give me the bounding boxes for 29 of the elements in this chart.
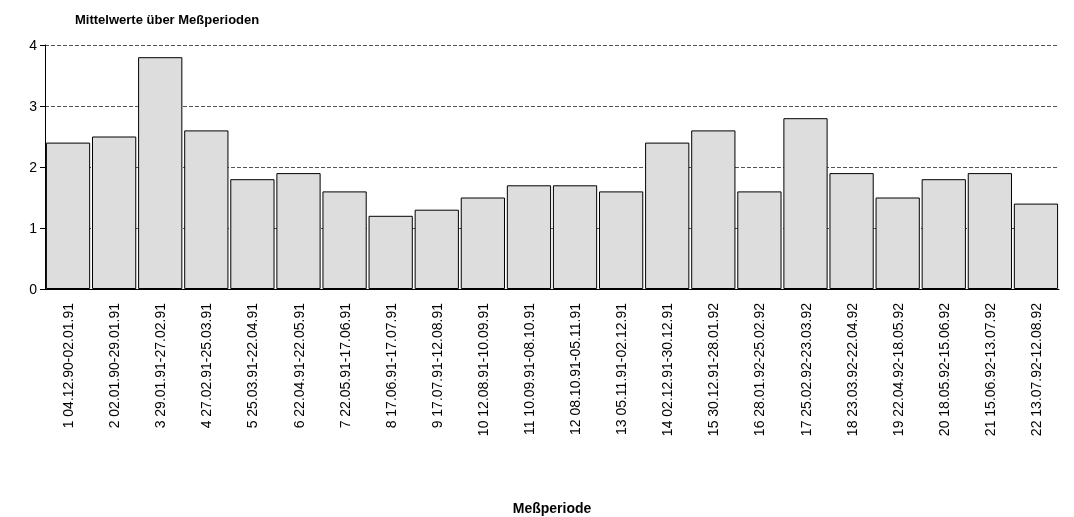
x-tick-label: 12 08.10.91-05.11.91 [567,302,584,436]
x-tick-label: 4 27.02.91-25.03.91 [198,302,215,429]
x-tick-label: 18 23.03.92-22.04.92 [843,302,860,437]
y-tick-label: 1 [29,220,38,236]
x-tick-label: 5 25.03.91-22.04.91 [244,302,261,429]
x-tick-label: 9 17.07.91-12.08.91 [428,302,445,429]
x-tick-label: 2 02.01.90-29.01.91 [106,302,123,429]
x-tick-label: 13 05.11.91-02.12.91 [613,302,630,436]
x-tick-label: 1 04.12.90-02.01.91 [60,302,77,429]
x-tick-label: 21 15.06.92-13.07.92 [981,302,998,437]
x-axis-title: Meßperiode [512,500,592,516]
y-tick-label: 2 [29,159,38,175]
x-tick-label: 6 22.04.91-22.05.91 [290,302,307,429]
x-tick-label: 3 29.01.91-27.02.91 [152,302,169,429]
x-tick-label: 20 18.05.92-15.06.92 [935,302,952,437]
x-tick-label: 15 30.12.91-28.01.92 [705,302,722,437]
x-tick-label: 14 02.12.91-30.12.91 [659,302,676,437]
x-tick-label: 7 22.05.91-17.06.91 [336,302,353,429]
x-tick-label: 11 10.09.91-08.10.91 [520,302,537,436]
x-tick-label: 8 17.06.91-17.07.91 [382,302,399,429]
x-tick-label: 22 13.07.92-12.08.92 [1027,302,1044,437]
y-tick-label: 3 [29,98,38,114]
y-tick-label: 0 [29,281,38,297]
x-tick-label: 19 22.04.92-18.05.92 [889,302,906,437]
x-tick-label: 10 12.08.91-10.09.91 [474,302,491,437]
x-tick-label: 16 28.01.92-25.02.92 [751,302,768,437]
chart-title: Mittelwerte über Meßperioden [75,12,260,27]
y-tick-label: 4 [29,37,38,53]
x-tick-label: 17 25.02.92-23.03.92 [797,302,814,437]
